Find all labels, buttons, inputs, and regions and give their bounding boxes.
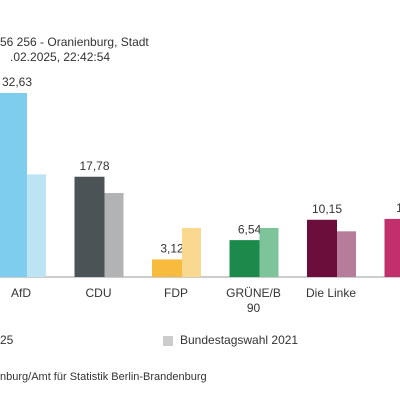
bar: [152, 259, 182, 277]
x-tick-label: AfD: [10, 286, 31, 300]
chart-title: 56 256 - Oranienburg, Stadt: [0, 35, 149, 49]
value-label: 17,78: [79, 159, 109, 173]
legend-swatch: [163, 336, 173, 346]
bar: [104, 192, 124, 277]
value-label: 3,12: [160, 242, 184, 256]
bar: [74, 176, 105, 277]
bar: [229, 240, 260, 277]
bar: [27, 174, 46, 277]
source: nburg/Amt für Statistik Berlin-Brandenbu…: [0, 371, 207, 383]
x-tick-label: Die Linke: [305, 286, 357, 300]
x-tick-label: GRÜNE/B 90: [226, 286, 281, 315]
x-tick-label: B: [377, 286, 400, 301]
bar: [307, 219, 337, 277]
bar: [384, 218, 400, 277]
value-label: 10,: [396, 201, 400, 215]
value-label: 10,15: [312, 202, 342, 216]
x-tick-label: CDU: [85, 286, 112, 300]
x-tick-label: FDP: [164, 286, 188, 300]
legend-label: Bundestagswahl 2021: [180, 333, 298, 347]
bar: [337, 231, 356, 277]
bar: [0, 93, 27, 277]
bar: [182, 227, 201, 277]
value-label: 6,54: [238, 222, 262, 236]
bar: [259, 227, 279, 277]
legend-label: 25: [0, 333, 14, 347]
chart-subtitle: .02.2025, 22:42:54: [10, 50, 110, 64]
value-label: 32,63: [2, 75, 32, 89]
